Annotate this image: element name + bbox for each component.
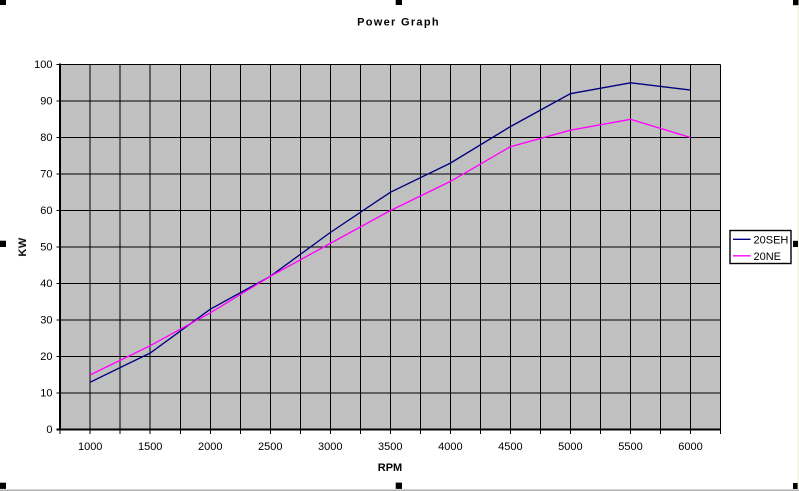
svg-text:5500: 5500 — [618, 441, 642, 453]
svg-text:4500: 4500 — [498, 441, 522, 453]
svg-text:70: 70 — [40, 169, 52, 181]
svg-text:6000: 6000 — [678, 441, 702, 453]
svg-text:3000: 3000 — [318, 441, 342, 453]
svg-text:1000: 1000 — [78, 441, 102, 453]
svg-text:Power Graph: Power Graph — [357, 16, 440, 28]
svg-text:3500: 3500 — [378, 441, 402, 453]
svg-text:100: 100 — [34, 59, 52, 71]
svg-text:4000: 4000 — [438, 441, 462, 453]
svg-text:20: 20 — [40, 351, 52, 363]
svg-text:5000: 5000 — [558, 441, 582, 453]
svg-text:40: 40 — [40, 278, 52, 290]
svg-text:90: 90 — [40, 95, 52, 107]
svg-text:1500: 1500 — [138, 441, 162, 453]
svg-text:2000: 2000 — [198, 441, 222, 453]
svg-text:RPM: RPM — [378, 462, 402, 474]
svg-text:0: 0 — [46, 424, 52, 436]
svg-text:60: 60 — [40, 205, 52, 217]
svg-text:20NE: 20NE — [754, 251, 782, 263]
svg-text:80: 80 — [40, 132, 52, 144]
svg-text:50: 50 — [40, 242, 52, 254]
svg-text:10: 10 — [40, 388, 52, 400]
svg-text:KW: KW — [17, 237, 29, 256]
svg-text:30: 30 — [40, 315, 52, 327]
svg-text:20SEH: 20SEH — [754, 234, 789, 246]
svg-text:2500: 2500 — [258, 441, 282, 453]
